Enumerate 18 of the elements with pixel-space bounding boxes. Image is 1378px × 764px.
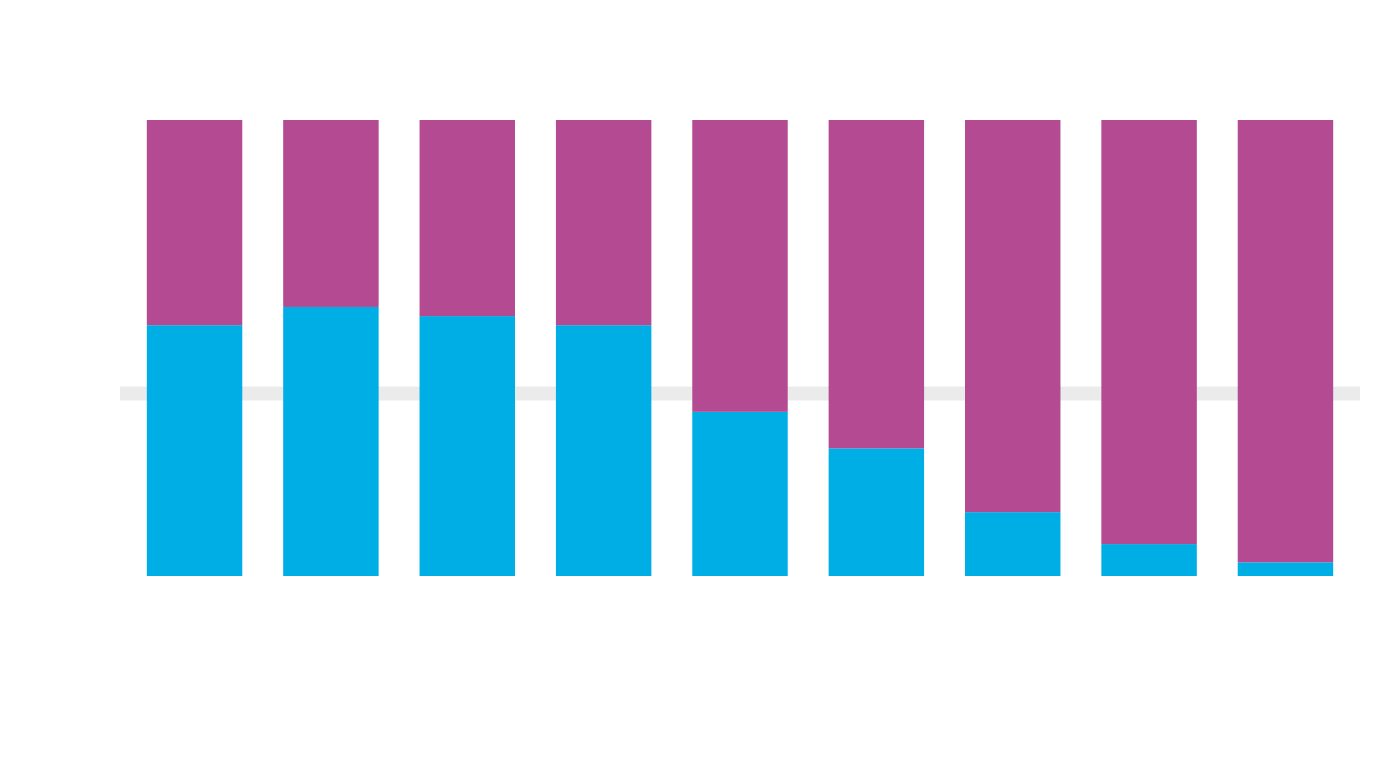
bar <box>419 120 515 317</box>
bar <box>828 120 925 449</box>
bar <box>1237 120 1334 563</box>
bar <box>555 120 652 326</box>
bar <box>1101 544 1197 576</box>
bar <box>283 306 379 576</box>
bar <box>555 325 652 576</box>
bar <box>283 120 379 307</box>
bar <box>965 120 1061 513</box>
bar <box>828 448 925 576</box>
bar <box>419 316 515 576</box>
bar <box>146 325 243 576</box>
bar <box>1237 562 1334 576</box>
bar <box>146 120 243 326</box>
bar <box>692 120 788 412</box>
bar <box>692 411 788 576</box>
bar <box>1101 120 1197 545</box>
bar <box>965 512 1061 576</box>
